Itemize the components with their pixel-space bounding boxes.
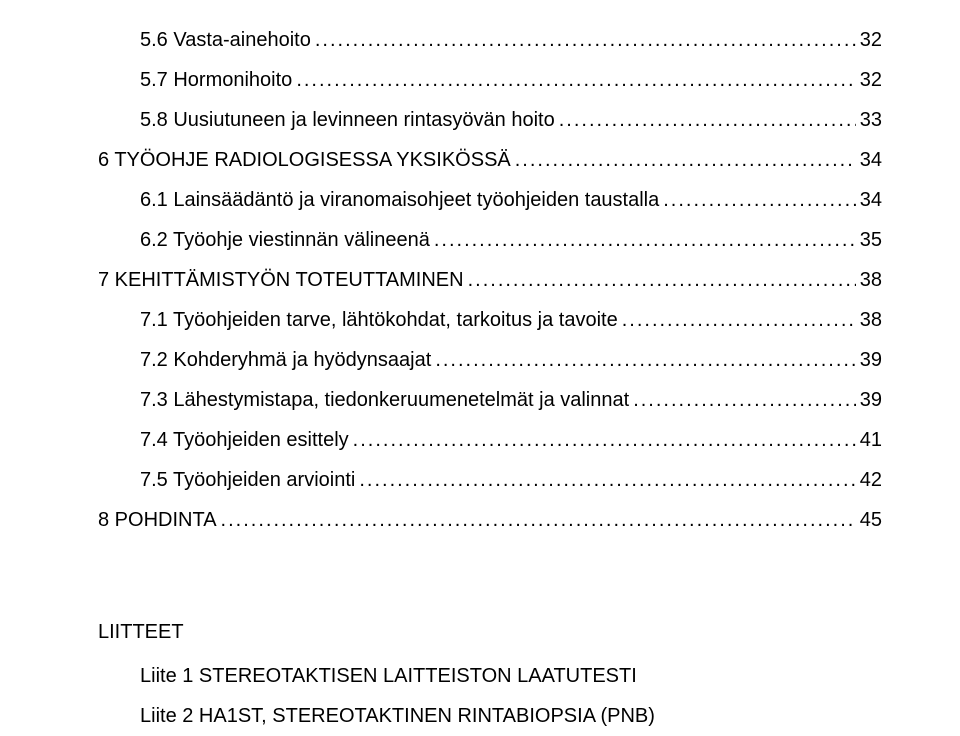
toc-leader-dots (353, 420, 856, 460)
toc-label: 5.8 Uusiutuneen ja levinneen rintasyövän… (140, 100, 555, 140)
toc-entry: 8 POHDINTA 45 (98, 500, 882, 540)
toc-page-number: 39 (860, 380, 882, 420)
toc-leader-dots (296, 60, 855, 100)
toc-entry: 5.8 Uusiutuneen ja levinneen rintasyövän… (98, 100, 882, 140)
attachments-list: Liite 1 STEREOTAKTISEN LAITTEISTON LAATU… (98, 656, 882, 736)
toc-leader-dots (515, 140, 856, 180)
toc-entry: 7.1 Työohjeiden tarve, lähtökohdat, tark… (98, 300, 882, 340)
toc-page-number: 42 (860, 460, 882, 500)
toc-page-number: 34 (860, 180, 882, 220)
toc-leader-dots (359, 460, 855, 500)
toc-entry: 7.2 Kohderyhmä ja hyödynsaajat 39 (98, 340, 882, 380)
toc-leader-dots (315, 20, 856, 60)
toc-label: 7.4 Työohjeiden esittely (140, 420, 349, 460)
attachment-item: Liite 1 STEREOTAKTISEN LAITTEISTON LAATU… (98, 656, 882, 696)
toc-label: 6.1 Lainsäädäntö ja viranomaisohjeet työ… (140, 180, 659, 220)
toc-label: 8 POHDINTA (98, 500, 217, 540)
toc-entry: 7.3 Lähestymistapa, tiedonkeruumenetelmä… (98, 380, 882, 420)
toc-page-number: 35 (860, 220, 882, 260)
toc-entry: 7.5 Työohjeiden arviointi 42 (98, 460, 882, 500)
toc-page-number: 38 (860, 300, 882, 340)
toc-label: 7.2 Kohderyhmä ja hyödynsaajat (140, 340, 431, 380)
toc-leader-dots (434, 220, 856, 260)
toc-page: 5.6 Vasta-ainehoito325.7 Hormonihoito325… (0, 0, 960, 714)
toc-entry: 7.4 Työohjeiden esittely 41 (98, 420, 882, 460)
toc-entry: 6 TYÖOHJE RADIOLOGISESSA YKSIKÖSSÄ 34 (98, 140, 882, 180)
toc-entry: 6.1 Lainsäädäntö ja viranomaisohjeet työ… (98, 180, 882, 220)
toc-page-number: 39 (860, 340, 882, 380)
toc-entry: 5.6 Vasta-ainehoito 32 (98, 20, 882, 60)
toc-label: 6.2 Työohje viestinnän välineenä (140, 220, 430, 260)
toc-label: 7.1 Työohjeiden tarve, lähtökohdat, tark… (140, 300, 618, 340)
toc-page-number: 45 (860, 500, 882, 540)
toc-label: 5.6 Vasta-ainehoito (140, 20, 311, 60)
toc-leader-dots (622, 300, 856, 340)
toc-leader-dots (221, 500, 856, 540)
toc-leader-dots (633, 380, 856, 420)
toc-entry: 5.7 Hormonihoito 32 (98, 60, 882, 100)
toc-leader-dots (663, 180, 856, 220)
toc-leader-dots (435, 340, 855, 380)
toc-leader-dots (468, 260, 856, 300)
toc-leader-dots (559, 100, 856, 140)
toc-label: 7.3 Lähestymistapa, tiedonkeruumenetelmä… (140, 380, 629, 420)
toc-entry: 7 KEHITTÄMISTYÖN TOTEUTTAMINEN 38 (98, 260, 882, 300)
toc-label: 7.5 Työohjeiden arviointi (140, 460, 355, 500)
toc-entry: 6.2 Työohje viestinnän välineenä 35 (98, 220, 882, 260)
attachments-section: LIITTEET Liite 1 STEREOTAKTISEN LAITTEIS… (98, 612, 882, 736)
toc-list: 5.6 Vasta-ainehoito325.7 Hormonihoito325… (98, 20, 882, 540)
toc-page-number: 38 (860, 260, 882, 300)
toc-label: 5.7 Hormonihoito (140, 60, 292, 100)
attachment-item: Liite 2 HA1ST, STEREOTAKTINEN RINTABIOPS… (98, 696, 882, 736)
toc-label: 6 TYÖOHJE RADIOLOGISESSA YKSIKÖSSÄ (98, 140, 511, 180)
toc-page-number: 41 (860, 420, 882, 460)
toc-page-number: 32 (860, 20, 882, 60)
toc-page-number: 33 (860, 100, 882, 140)
toc-label: 7 KEHITTÄMISTYÖN TOTEUTTAMINEN (98, 260, 464, 300)
attachments-title: LIITTEET (98, 612, 882, 652)
toc-page-number: 32 (860, 60, 882, 100)
toc-page-number: 34 (860, 140, 882, 180)
